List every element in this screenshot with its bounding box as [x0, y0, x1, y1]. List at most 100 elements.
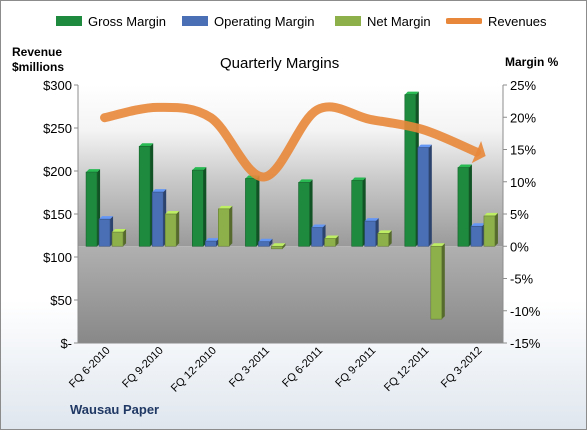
bar-side-gross-margin	[203, 167, 207, 247]
right-tick-label: 10%	[510, 175, 536, 190]
bar-net-margin	[271, 245, 283, 250]
legend-label-net-margin: Net Margin	[367, 14, 431, 29]
bar-gross-margin	[192, 169, 204, 247]
bar-gross-margin	[457, 167, 470, 247]
x-tick-label: FQ 6-2011	[280, 345, 325, 390]
bar-side-net-margin	[229, 205, 233, 247]
bar-net-margin	[324, 238, 336, 247]
bar-side-net-margin	[123, 229, 127, 247]
legend-label-gross-margin: Gross Margin	[88, 14, 167, 29]
bar-side-net-margin	[335, 235, 339, 247]
bar-operating-margin	[98, 218, 111, 247]
bar-net-margin	[164, 213, 177, 247]
legend-swatch-net-margin	[335, 16, 361, 26]
x-tick-label: FQ 9-2010	[120, 345, 166, 391]
chart-title: Quarterly Margins	[220, 55, 340, 72]
x-tick-label: FQ 6-2010	[67, 345, 113, 391]
bar-top-operating-margin	[205, 238, 220, 242]
bar-gross-margin	[351, 180, 363, 247]
right-tick-label: 0%	[510, 239, 529, 254]
right-tick-label: -15%	[510, 336, 541, 351]
bar-top-net-margin	[112, 229, 127, 233]
bar-side-net-margin	[441, 243, 445, 320]
bar-top-gross-margin	[139, 143, 154, 147]
revenues-arrowhead	[471, 141, 486, 164]
right-tick-label: 15%	[510, 143, 536, 158]
bar-top-net-margin	[430, 243, 445, 247]
bar-net-margin	[111, 231, 124, 247]
bar-top-gross-margin	[457, 164, 472, 168]
bar-side-net-margin	[176, 211, 180, 247]
bar-top-net-margin	[324, 235, 339, 239]
x-tick-label: FQ 12-2011	[382, 345, 431, 394]
left-tick-label: $200	[43, 164, 72, 179]
bar-top-gross-margin	[192, 167, 207, 171]
right-axis-title: Margin %	[505, 55, 559, 69]
legend-swatch-gross-margin	[56, 16, 82, 26]
bar-top-gross-margin	[351, 177, 366, 181]
bar-top-gross-margin	[86, 169, 101, 173]
left-axis-title: Revenue $millions	[12, 45, 65, 74]
right-tick-label: -5%	[510, 272, 534, 287]
x-tick-label: FQ 9-2011	[333, 345, 378, 390]
bar-gross-margin	[138, 145, 151, 247]
bar-side-gross-margin	[256, 175, 260, 247]
bar-operating-margin	[258, 241, 270, 247]
left-tick-label: $300	[43, 78, 72, 93]
bar-operating-margin	[470, 225, 483, 247]
footer-label: Wausau Paper	[70, 402, 160, 417]
bar-gross-margin	[245, 178, 257, 247]
bar-top-net-margin	[165, 211, 180, 214]
right-tick-label: 20%	[510, 110, 536, 125]
bar-gross-margin	[298, 182, 310, 247]
bar-net-margin	[377, 233, 389, 247]
legend-swatch-operating-margin	[182, 16, 208, 26]
bar-gross-margin	[404, 94, 417, 247]
legend-label-revenues: Revenues	[488, 14, 547, 29]
bar-top-operating-margin	[417, 144, 432, 148]
bar-top-operating-margin	[470, 223, 485, 227]
right-tick-label: 25%	[510, 78, 536, 93]
revenues-line	[100, 102, 481, 182]
bar-top-operating-margin	[99, 216, 114, 220]
left-tick-label: $50	[50, 293, 72, 308]
bar-top-net-margin	[377, 230, 392, 234]
bar-top-net-margin	[218, 205, 233, 209]
bar-side-net-margin	[388, 230, 392, 247]
bar-side-gross-margin	[468, 164, 472, 247]
bar-top-operating-margin	[364, 218, 379, 222]
legend-swatch-revenues	[446, 18, 482, 24]
bar-top-operating-margin	[258, 238, 273, 242]
legend: Gross Margin Operating Margin Net Margin…	[0, 0, 587, 40]
x-tick-label: FQ 12-2010	[169, 345, 219, 395]
bar-net-margin	[483, 215, 496, 247]
legend-label-operating-margin: Operating Margin	[214, 14, 315, 29]
left-tick-label: $100	[43, 250, 72, 265]
bar-top-gross-margin	[404, 91, 419, 95]
left-tick-label: $250	[43, 121, 72, 136]
bar-side-operating-margin	[269, 238, 273, 247]
left-tick-label: $-	[60, 336, 72, 351]
bar-operating-margin	[417, 147, 430, 247]
right-tick-label: -10%	[510, 304, 541, 319]
bar-operating-margin	[311, 227, 323, 247]
bar-net-margin	[430, 245, 443, 320]
bar-top-operating-margin	[152, 189, 167, 193]
bar-operating-margin	[205, 240, 217, 247]
bar-top-net-margin	[271, 243, 286, 247]
x-tick-label: FQ 3-2011	[227, 345, 272, 390]
right-tick-label: 5%	[510, 207, 529, 222]
bar-operating-margin	[151, 191, 164, 247]
bar-net-margin	[218, 208, 230, 247]
x-tick-label: FQ 3-2012	[439, 345, 485, 391]
bar-top-gross-margin	[298, 179, 313, 183]
left-tick-label: $150	[43, 207, 72, 222]
bar-gross-margin	[85, 171, 98, 247]
bar-side-net-margin	[494, 212, 498, 247]
bar-side-net-margin	[282, 243, 286, 249]
bar-top-net-margin	[483, 212, 498, 216]
bar-top-operating-margin	[311, 224, 326, 228]
bar-side-operating-margin	[428, 144, 432, 247]
bar-operating-margin	[364, 220, 376, 247]
